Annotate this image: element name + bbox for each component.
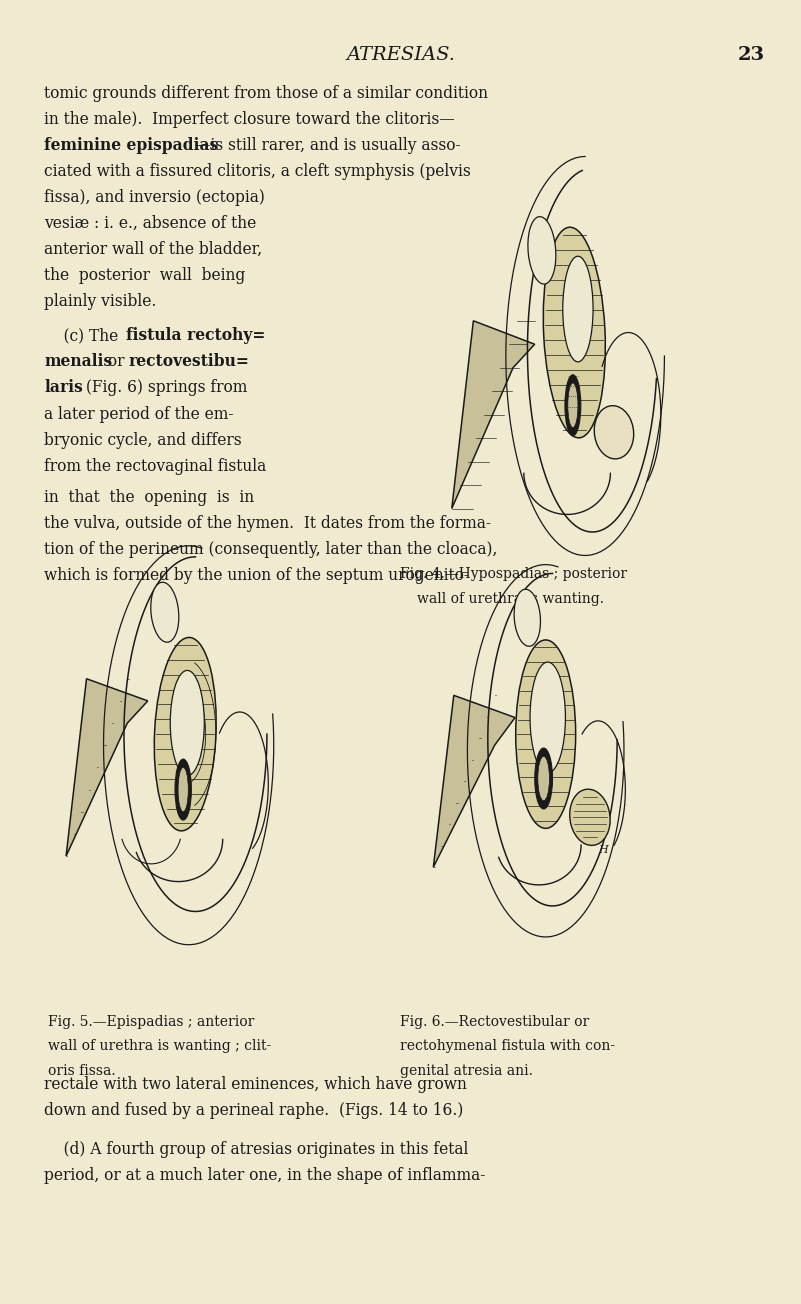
Text: H: H: [598, 845, 608, 855]
Text: ciated with a fissured clitoris, a cleft symphysis (pelvis: ciated with a fissured clitoris, a cleft…: [44, 163, 471, 180]
Text: rectale with two lateral eminences, which have grown: rectale with two lateral eminences, whic…: [44, 1076, 467, 1093]
Text: (d) A fourth group of atresias originates in this fetal: (d) A fourth group of atresias originate…: [44, 1141, 469, 1158]
Text: Fig. 5.—Epispadias ; anterior: Fig. 5.—Epispadias ; anterior: [48, 1015, 255, 1029]
Polygon shape: [452, 321, 535, 509]
Text: fistula rectohy=: fistula rectohy=: [126, 327, 265, 344]
Ellipse shape: [151, 582, 179, 643]
Text: in the male).  Imperfect closure toward the clitoris—: in the male). Imperfect closure toward t…: [44, 111, 455, 128]
Ellipse shape: [155, 638, 216, 831]
Text: (Fig. 6) springs from: (Fig. 6) springs from: [81, 379, 248, 396]
Text: rectovestibu=: rectovestibu=: [128, 353, 249, 370]
Text: rectohymenal fistula with con-: rectohymenal fistula with con-: [400, 1039, 616, 1054]
Ellipse shape: [563, 256, 593, 363]
Text: 23: 23: [738, 46, 765, 64]
Text: ATRESIAS.: ATRESIAS.: [346, 46, 455, 64]
Text: a later period of the em-: a later period of the em-: [44, 406, 234, 422]
Text: in  that  the  opening  is  in: in that the opening is in: [44, 489, 254, 506]
Ellipse shape: [178, 767, 188, 811]
Ellipse shape: [530, 662, 566, 773]
Text: genital atresia ani.: genital atresia ani.: [400, 1064, 533, 1078]
Ellipse shape: [594, 406, 634, 459]
Text: vesiæ : i. e., absence of the: vesiæ : i. e., absence of the: [44, 215, 256, 232]
Ellipse shape: [543, 227, 606, 438]
Text: plainly visible.: plainly visible.: [44, 293, 156, 310]
Polygon shape: [433, 695, 515, 867]
Text: Fig. 6.—Rectovestibular or: Fig. 6.—Rectovestibular or: [400, 1015, 590, 1029]
Ellipse shape: [171, 670, 204, 776]
Ellipse shape: [535, 748, 553, 808]
Text: period, or at a much later one, in the shape of inflamma-: period, or at a much later one, in the s…: [44, 1167, 485, 1184]
Text: feminine epispadias: feminine epispadias: [44, 137, 219, 154]
Ellipse shape: [175, 759, 191, 820]
Text: the  posterior  wall  being: the posterior wall being: [44, 267, 245, 284]
Text: from the rectovaginal fistula: from the rectovaginal fistula: [44, 458, 266, 475]
Ellipse shape: [516, 640, 576, 828]
Ellipse shape: [568, 383, 578, 428]
Text: wall of urethra is wanting.: wall of urethra is wanting.: [417, 592, 603, 606]
Text: laris: laris: [44, 379, 83, 396]
Polygon shape: [66, 678, 148, 857]
Ellipse shape: [537, 756, 549, 801]
Text: menalis: menalis: [44, 353, 112, 370]
Text: or: or: [103, 353, 130, 370]
Ellipse shape: [514, 589, 541, 647]
Ellipse shape: [565, 374, 581, 436]
Text: (c) The: (c) The: [44, 327, 123, 344]
Text: —is still rarer, and is usually asso-: —is still rarer, and is usually asso-: [195, 137, 461, 154]
Ellipse shape: [570, 789, 610, 845]
Text: the vulva, outside of the hymen.  It dates from the forma-: the vulva, outside of the hymen. It date…: [44, 515, 491, 532]
Text: down and fused by a perineal raphe.  (Figs. 14 to 16.): down and fused by a perineal raphe. (Fig…: [44, 1102, 464, 1119]
Text: fissa), and inversio (ectopia): fissa), and inversio (ectopia): [44, 189, 265, 206]
Ellipse shape: [528, 216, 556, 284]
Text: which is formed by the union of the septum urogenito-: which is formed by the union of the sept…: [44, 567, 469, 584]
Text: wall of urethra is wanting ; clit-: wall of urethra is wanting ; clit-: [48, 1039, 272, 1054]
Text: tion of the perineum (consequently, later than the cloaca),: tion of the perineum (consequently, late…: [44, 541, 497, 558]
Text: tomic grounds different from those of a similar condition: tomic grounds different from those of a …: [44, 85, 488, 102]
Text: oris fissa.: oris fissa.: [48, 1064, 115, 1078]
Text: anterior wall of the bladder,: anterior wall of the bladder,: [44, 241, 262, 258]
Text: Fig. 4.—Hypospadias ; posterior: Fig. 4.—Hypospadias ; posterior: [400, 567, 628, 582]
Text: bryonic cycle, and differs: bryonic cycle, and differs: [44, 432, 242, 449]
